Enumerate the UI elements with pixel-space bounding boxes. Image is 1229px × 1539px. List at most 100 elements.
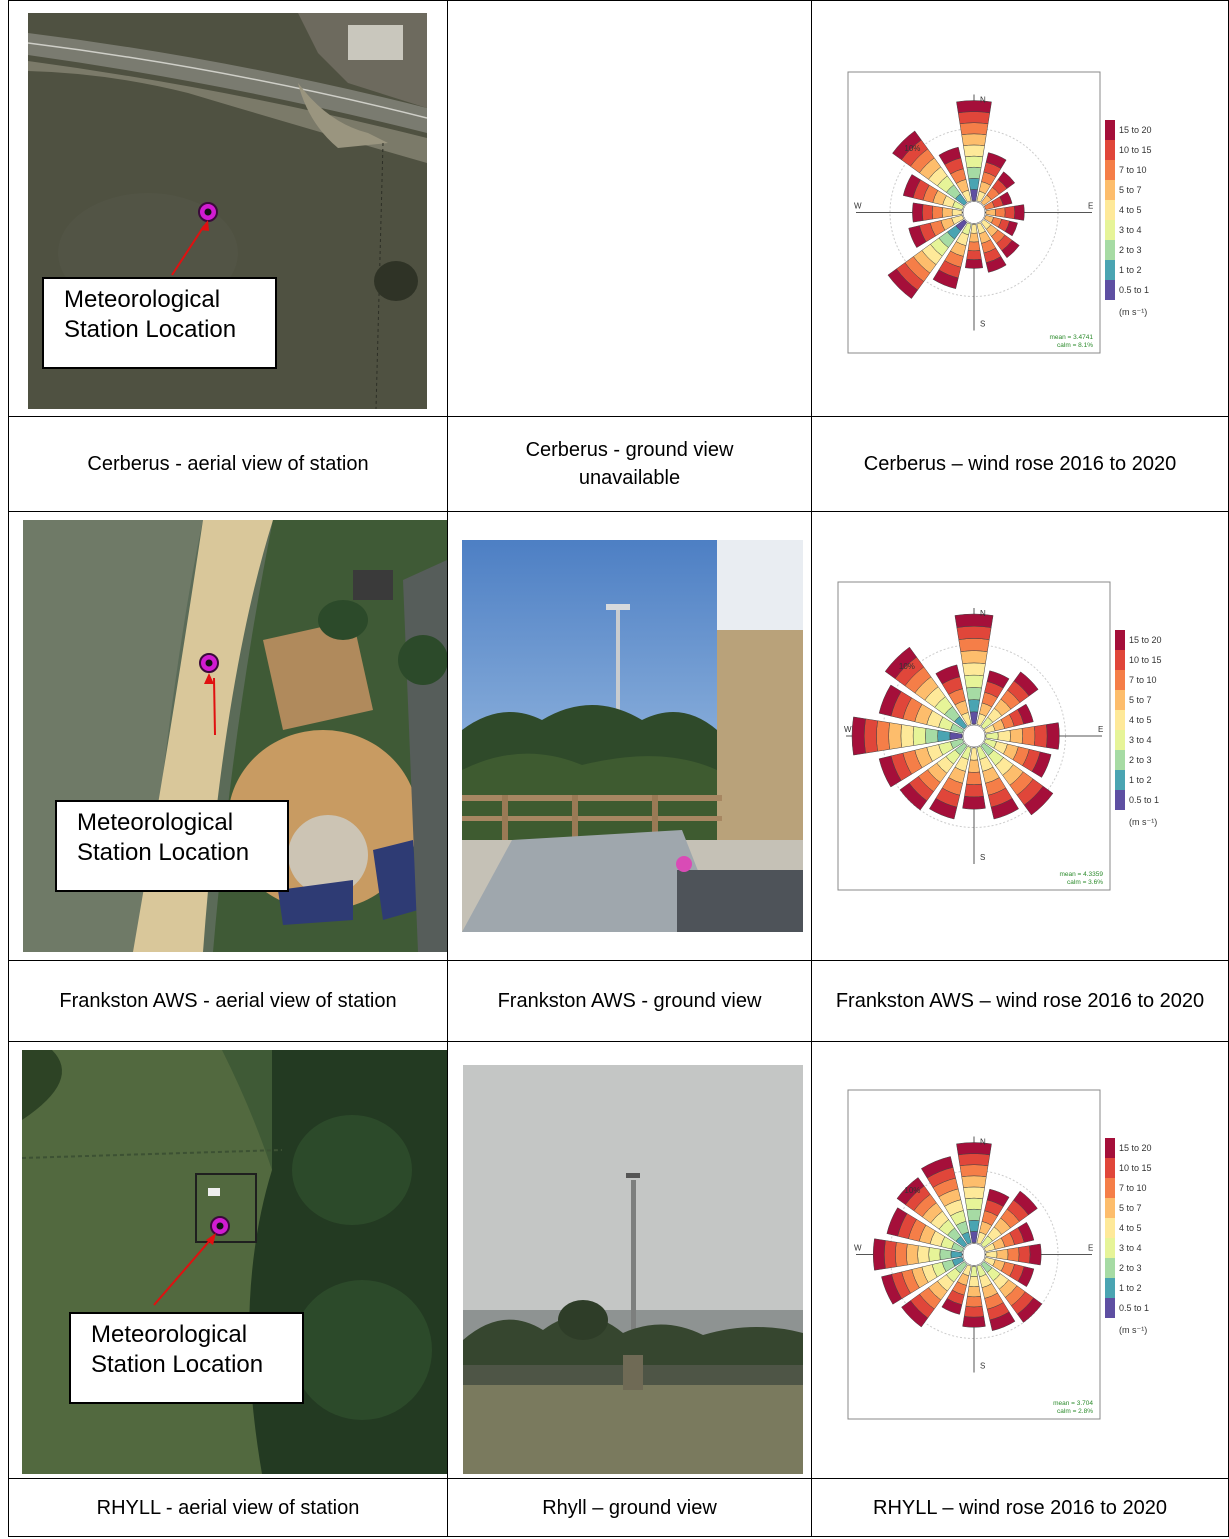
- rose-segment: [959, 1164, 989, 1178]
- callout-line-1: Meteorological: [91, 1321, 248, 1348]
- caption-text: Cerberus – wind rose 2016 to 2020: [863, 453, 1177, 475]
- compass-s: S: [980, 320, 985, 329]
- station-marker-overlay: [199, 653, 219, 736]
- rose-segment: [892, 130, 922, 161]
- rose-segment: [901, 1300, 929, 1328]
- legend-label: 1 to 2: [1119, 1283, 1142, 1293]
- legend-swatch: [1105, 1198, 1115, 1218]
- frankston-ground-image: [462, 540, 803, 932]
- legend-label: 10 to 15: [1119, 145, 1152, 155]
- rose-segment: [961, 1175, 987, 1189]
- rose-segment: [932, 269, 959, 290]
- caption-text: RHYLL – wind rose 2016 to 2020: [873, 1496, 1167, 1519]
- legend-label: 5 to 7: [1119, 1203, 1142, 1213]
- rose-segment: [937, 730, 951, 742]
- legend-swatch: [1105, 1178, 1115, 1198]
- rose-segment: [966, 771, 982, 785]
- rose-segment: [999, 191, 1013, 206]
- rose-segment: [928, 1247, 941, 1262]
- rose-segment: [881, 1273, 903, 1305]
- rose-segment: [954, 613, 994, 628]
- rose-segment: [887, 268, 918, 299]
- station-location-callout: Meteorological Station Location: [69, 1312, 304, 1404]
- rose-segment: [1004, 205, 1016, 220]
- legend-label: 7 to 10: [1119, 165, 1147, 175]
- legend-unit: (m s⁻¹): [1119, 1325, 1147, 1335]
- rose-segment: [1029, 1243, 1042, 1266]
- rhyll-ground-image: [463, 1065, 803, 1474]
- cerberus-ground-caption: Cerberus - ground view unavailable: [448, 417, 811, 511]
- rose-segment: [967, 1286, 981, 1298]
- table-border: [811, 0, 812, 1537]
- legend-label: 10 to 15: [1119, 1163, 1152, 1173]
- rose-segment: [997, 171, 1016, 189]
- legend-swatch: [1105, 1278, 1115, 1298]
- rose-segment: [989, 1311, 1016, 1332]
- calm-label: calm = 3.6%: [1067, 879, 1103, 886]
- rose-segment: [906, 1243, 919, 1266]
- rose-segment: [966, 166, 982, 179]
- rose-segment: [1045, 722, 1060, 750]
- mean-label: mean = 4.3359: [1059, 871, 1103, 878]
- rose-segment: [970, 224, 978, 234]
- rose-segment: [895, 1241, 908, 1268]
- station-location-callout: Meteorological Station Location: [42, 277, 277, 369]
- rose-segment: [964, 783, 984, 798]
- rose-segment: [968, 178, 980, 190]
- rose-segment: [908, 225, 927, 248]
- rose-segment: [878, 755, 902, 788]
- caption-text: Rhyll – ground view: [542, 1496, 717, 1519]
- legend-swatch: [1115, 790, 1125, 810]
- cerberus-wind-rose: N E S W 10% mean = 3.4741 calm = 8.1% 15 to 20 1…: [846, 70, 1193, 355]
- legend-label: 4 to 5: [1119, 205, 1142, 215]
- rose-segment: [962, 1316, 986, 1328]
- legend-label: 0.5 to 1: [1119, 285, 1149, 295]
- legend-label: 3 to 4: [1119, 1243, 1142, 1253]
- legend-swatch: [1105, 220, 1115, 240]
- rose-segment: [963, 1186, 985, 1200]
- rose-segment: [997, 730, 1011, 742]
- legend-label: 1 to 2: [1119, 265, 1142, 275]
- rhyll-aerial-caption: RHYLL - aerial view of station: [9, 1479, 447, 1536]
- compass-w: W: [854, 202, 862, 211]
- legend-label: 7 to 10: [1129, 675, 1157, 685]
- caption-text: Cerberus - ground view: [525, 439, 734, 461]
- legend-label: 0.5 to 1: [1129, 795, 1159, 805]
- compass-e: E: [1088, 202, 1093, 211]
- rose-segment: [1031, 751, 1052, 778]
- calm-circle: [962, 201, 986, 224]
- mean-label: mean = 3.704: [1053, 1400, 1093, 1407]
- rose-segment: [956, 1142, 992, 1156]
- rose-segment: [967, 241, 981, 252]
- rose-segment: [956, 625, 992, 640]
- legend-label: 2 to 3: [1119, 245, 1142, 255]
- calm-label: calm = 8.1%: [1057, 342, 1093, 349]
- rose-segment: [1004, 220, 1018, 237]
- rose-segment: [986, 670, 1010, 689]
- rose-segment: [985, 256, 1007, 273]
- legend-label: 3 to 4: [1129, 735, 1152, 745]
- rose-segment: [957, 1153, 991, 1167]
- compass-n: N: [980, 609, 986, 618]
- station-location-callout: Meteorological Station Location: [55, 800, 289, 892]
- legend-swatch: [1105, 160, 1115, 180]
- legend-label: 5 to 7: [1119, 185, 1142, 195]
- compass-n: N: [980, 1138, 986, 1147]
- legend-swatch: [1105, 260, 1115, 280]
- rose-segment: [966, 250, 982, 260]
- legend-swatch: [1105, 1138, 1115, 1158]
- rose-segment: [941, 207, 953, 218]
- legend-swatch: [1105, 1158, 1115, 1178]
- rose-segment: [1018, 1245, 1031, 1264]
- legend-swatch: [1115, 650, 1125, 670]
- rose-segment: [886, 1207, 908, 1237]
- rhyll-rose-caption: RHYLL – wind rose 2016 to 2020: [812, 1479, 1228, 1536]
- legend-swatch: [1105, 120, 1115, 140]
- station-marker-overlay: [171, 202, 218, 276]
- rose-segment: [938, 146, 962, 165]
- ring-label: 10%: [904, 144, 920, 153]
- rose-segment: [912, 726, 927, 746]
- legend-label: 2 to 3: [1129, 755, 1152, 765]
- cerberus-rose-caption: Cerberus – wind rose 2016 to 2020: [812, 417, 1228, 511]
